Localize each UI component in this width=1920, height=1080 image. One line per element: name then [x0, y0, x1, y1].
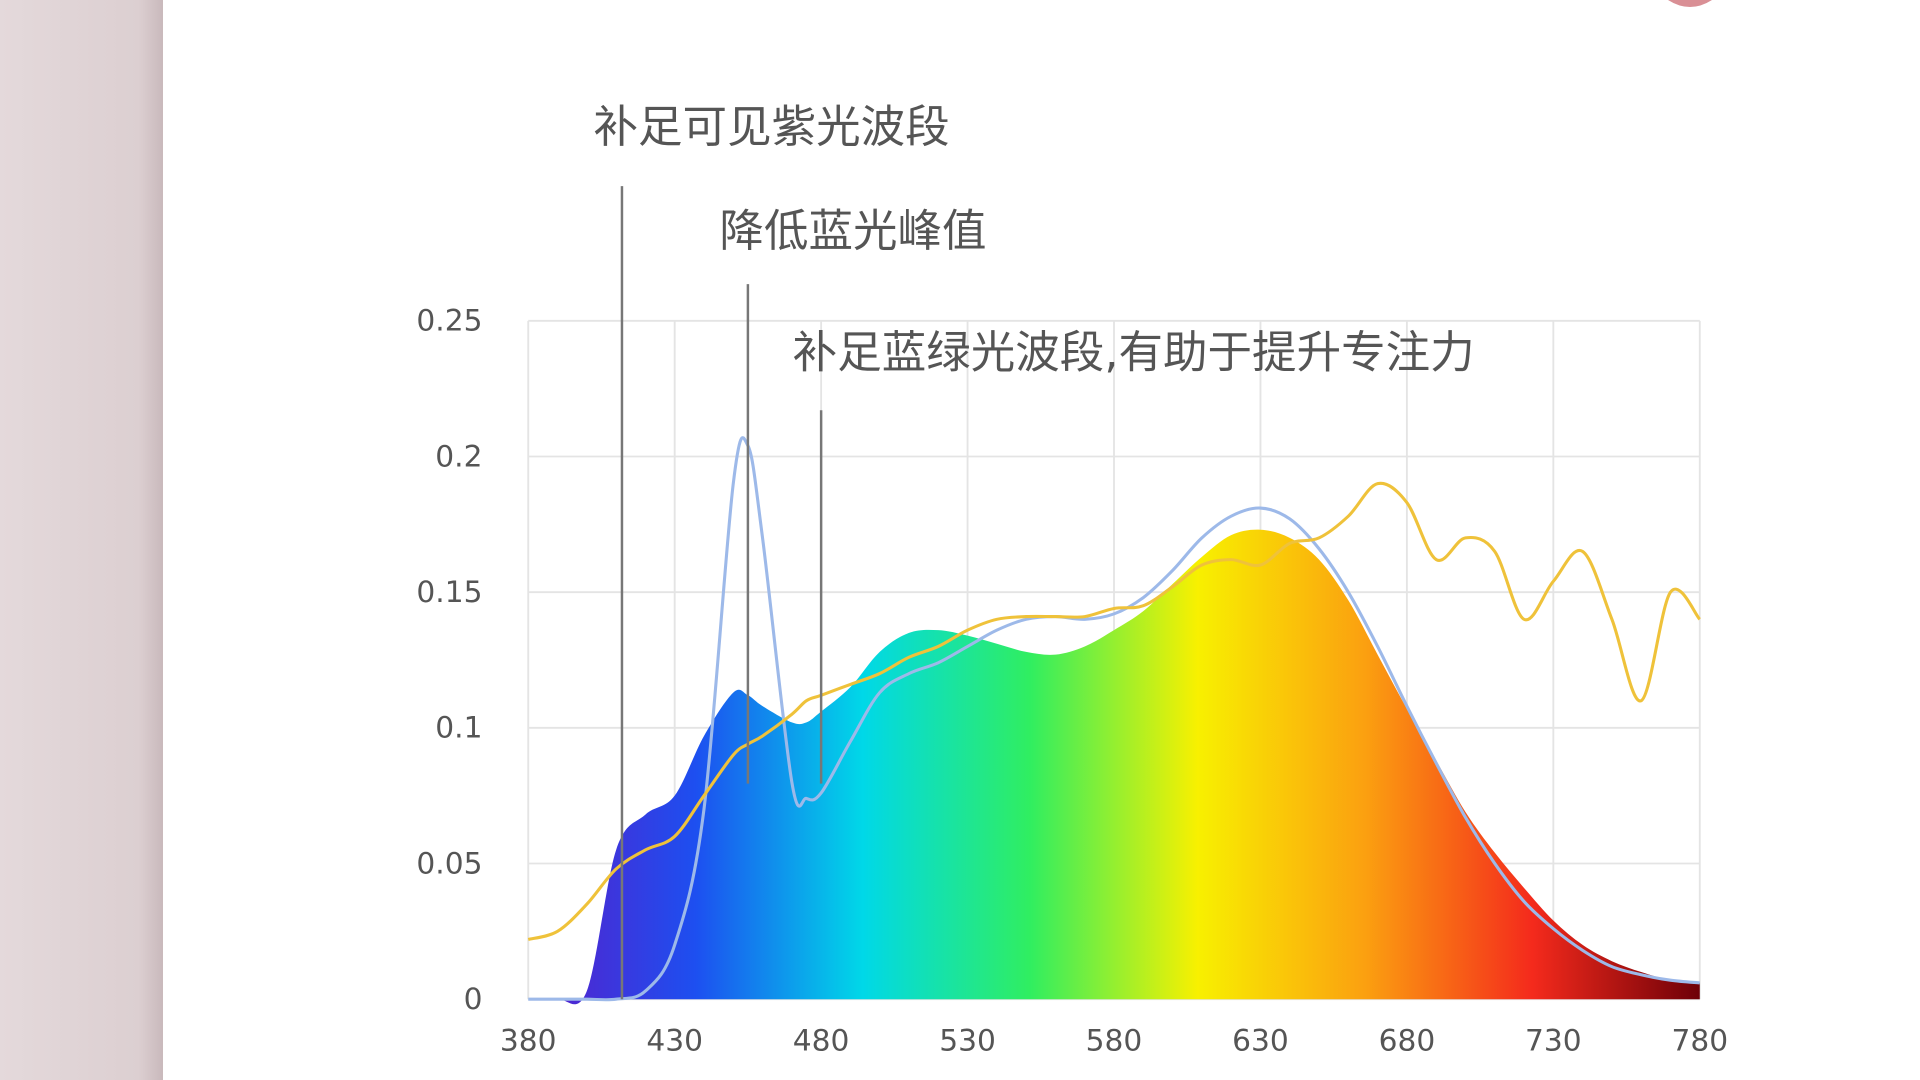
x-tick-label: 630: [1232, 1024, 1289, 1058]
y-tick-label: 0.25: [416, 304, 482, 338]
x-tick-label: 680: [1379, 1024, 1436, 1058]
x-tick-label: 780: [1671, 1024, 1728, 1058]
x-tick-label: 480: [793, 1024, 850, 1058]
annotation-text: 补足蓝绿光波段,有助于提升专注力: [793, 328, 1475, 379]
spectrum-area: [528, 529, 1700, 1005]
y-tick-label: 0.15: [416, 575, 482, 609]
spectrum-line: [527, 481, 1702, 941]
y-tick-label: 0.05: [416, 846, 482, 880]
y-tick-label: 0.2: [435, 439, 482, 473]
chart: 0 0.05 0.1 0.15 0.2 0.25 380 430 480 530 580 630 680…: [416, 102, 1728, 1057]
y-tick-label: 0.1: [435, 711, 482, 745]
annotation-text: 补足可见紫光波段: [594, 102, 950, 153]
x-tick-label: 430: [646, 1024, 703, 1058]
x-tick-label: 530: [939, 1024, 996, 1058]
side-panel: [0, 0, 163, 1080]
annotation-text: 降低蓝光峰值: [719, 206, 986, 257]
x-tick-label: 730: [1525, 1024, 1582, 1058]
corner-decoration: [1668, 0, 1712, 7]
x-tick-label: 380: [500, 1024, 557, 1058]
x-tick-label: 580: [1086, 1024, 1143, 1058]
y-tick-label: 0: [464, 982, 483, 1016]
